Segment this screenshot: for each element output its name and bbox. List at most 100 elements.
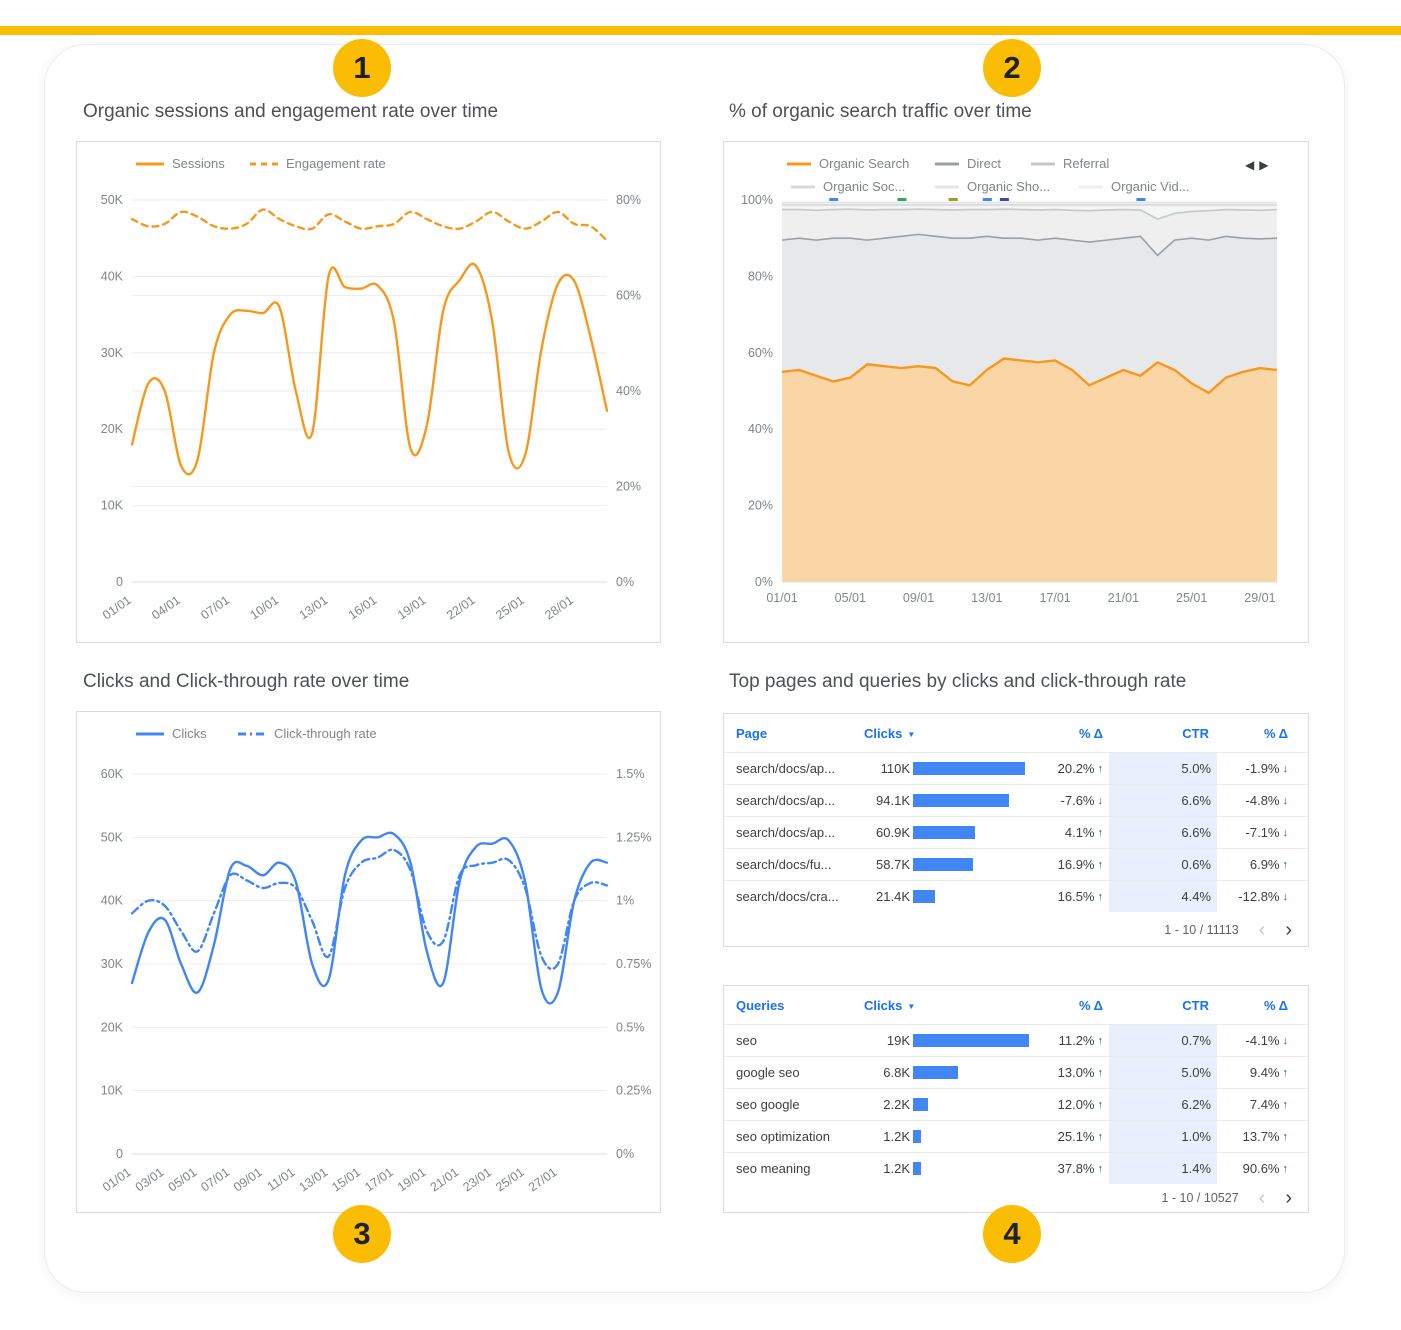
pagination-prev-icon[interactable]: ‹ xyxy=(1258,1187,1266,1209)
step-badge-4: 4 xyxy=(983,1205,1041,1263)
column-header-clicks-delta[interactable]: % Δ xyxy=(1078,725,1103,741)
svg-text:60K: 60K xyxy=(101,767,124,781)
legend-clicks[interactable]: Clicks xyxy=(135,726,207,741)
line-swatch-icon xyxy=(791,185,815,188)
arrow-down-icon: ↓ xyxy=(1282,890,1289,903)
legend-pagination[interactable]: ◀ ▶ xyxy=(1240,158,1268,172)
clicks-bar xyxy=(913,1098,928,1111)
table-row[interactable]: search/docs/fu... 58.7K 16.9% ↑ 0.6% 6.9% ↑ xyxy=(724,848,1308,880)
row-ctr-delta: -7.1% ↓ xyxy=(1245,825,1288,840)
legend-next-icon[interactable]: ▶ xyxy=(1259,158,1269,172)
svg-text:20K: 20K xyxy=(101,1020,124,1034)
row-ctr-delta: -12.8% ↓ xyxy=(1238,889,1289,904)
legend-organic-video[interactable]: Organic Vid... xyxy=(1078,179,1190,194)
pagination-next-icon[interactable]: › xyxy=(1285,918,1292,941)
legend-click-through-rate[interactable]: Click-through rate xyxy=(237,726,377,741)
line-swatch-icon xyxy=(935,185,959,188)
table-row[interactable]: search/docs/cra... 21.4K 16.5% ↑ 4.4% -12.8% ↓ xyxy=(724,880,1308,912)
svg-text:0: 0 xyxy=(116,1147,123,1161)
row-clicks-delta: 16.5% ↑ xyxy=(1057,889,1104,904)
svg-text:25/01: 25/01 xyxy=(1176,591,1207,605)
arrow-up-icon: ↑ xyxy=(1097,1098,1104,1111)
row-ctr: 5.0% xyxy=(1109,753,1217,784)
clicks-chart-card: 0 10K 20K 30K 40K 50K 60K 0% 0.25% 0.5% 0.75% 1% 1.2… xyxy=(76,711,661,1213)
pagination-prev-icon[interactable]: ‹ xyxy=(1258,918,1266,941)
svg-text:01/01: 01/01 xyxy=(100,1165,134,1194)
row-name: seo xyxy=(736,1033,757,1048)
row-clicks: 19K xyxy=(864,1025,1029,1056)
legend-sessions[interactable]: Sessions xyxy=(135,156,225,171)
column-header-ctr[interactable]: CTR xyxy=(1182,725,1209,741)
svg-text:17/01: 17/01 xyxy=(362,1165,396,1194)
row-clicks: 58.7K xyxy=(864,849,1029,880)
row-clicks-delta: 12.0% ↑ xyxy=(1057,1097,1104,1112)
column-header-queries[interactable]: Queries xyxy=(736,997,785,1013)
table-row[interactable]: search/docs/ap... 94.1K -7.6% ↓ 6.6% -4.8% ↓ xyxy=(724,784,1308,816)
top-pages-table: Page Clicks ▼ % Δ CTR % Δ search/docs/ap.… xyxy=(723,713,1309,947)
svg-text:13/01: 13/01 xyxy=(297,593,331,622)
legend-organic-social[interactable]: Organic Soc... xyxy=(790,179,905,194)
svg-text:23/01: 23/01 xyxy=(460,1165,494,1194)
legend-organic-shopping[interactable]: Organic Sho... xyxy=(934,179,1050,194)
legend-organic-search[interactable]: Organic Search xyxy=(786,156,909,171)
legend-engagement-rate[interactable]: Engagement rate xyxy=(249,156,386,171)
column-header-clicks[interactable]: Clicks ▼ xyxy=(864,725,916,741)
tables-title: Top pages and queries by clicks and clic… xyxy=(729,671,1187,692)
table-row[interactable]: seo google 2.2K 12.0% ↑ 6.2% 7.4% ↑ xyxy=(724,1088,1308,1120)
row-clicks: 1.2K xyxy=(864,1121,1029,1152)
sessions-engagement-line-chart[interactable]: 0 10K 20K 30K 40K 50K 0% 20% 40% 60% 80% 01/01 04/01… xyxy=(77,142,660,642)
organic-traffic-stacked-area-chart[interactable]: 0% 20% 40% 60% 80% 100% 01/01 05/01 09/01 13/01 17… xyxy=(724,142,1308,642)
table-row[interactable]: search/docs/ap... 110K 20.2% ↑ 5.0% -1.9% ↓ xyxy=(724,752,1308,784)
column-header-ctr[interactable]: CTR xyxy=(1182,997,1209,1013)
table-header-row: Page Clicks ▼ % Δ CTR % Δ xyxy=(724,714,1308,752)
pagination-next-icon[interactable]: › xyxy=(1285,1187,1292,1209)
column-header-ctr-delta[interactable]: % Δ xyxy=(1263,725,1288,741)
table-pagination: 1 - 10 / 11113 ‹ › xyxy=(724,913,1308,946)
svg-text:01/01: 01/01 xyxy=(100,593,134,622)
clicks-bar xyxy=(913,1162,921,1175)
svg-text:50K: 50K xyxy=(101,830,124,844)
svg-text:13/01: 13/01 xyxy=(971,591,1002,605)
legend-direct[interactable]: Direct xyxy=(934,156,1001,171)
svg-text:20%: 20% xyxy=(748,499,773,513)
arrow-up-icon: ↑ xyxy=(1097,1066,1104,1079)
svg-text:20%: 20% xyxy=(616,480,641,494)
svg-text:40%: 40% xyxy=(748,422,773,436)
table-row[interactable]: google seo 6.8K 13.0% ↑ 5.0% 9.4% ↑ xyxy=(724,1056,1308,1088)
row-clicks: 21.4K xyxy=(864,881,1029,912)
table-row[interactable]: seo 19K 11.2% ↑ 0.7% -4.1% ↓ xyxy=(724,1024,1308,1056)
svg-text:1.25%: 1.25% xyxy=(616,830,651,844)
arrow-up-icon: ↑ xyxy=(1282,1098,1289,1111)
svg-text:21/01: 21/01 xyxy=(1108,591,1139,605)
row-ctr-delta: 7.4% ↑ xyxy=(1249,1097,1289,1112)
legend-referral[interactable]: Referral xyxy=(1030,156,1109,171)
arrow-up-icon: ↑ xyxy=(1097,826,1104,839)
svg-text:05/01: 05/01 xyxy=(835,591,866,605)
column-header-clicks-delta[interactable]: % Δ xyxy=(1078,997,1103,1013)
line-swatch-icon xyxy=(1031,162,1055,165)
column-header-page[interactable]: Page xyxy=(736,725,768,741)
column-header-clicks[interactable]: Clicks ▼ xyxy=(864,997,916,1013)
row-clicks-delta: 11.2% ↑ xyxy=(1058,1033,1103,1048)
sessions-chart-card: 0 10K 20K 30K 40K 50K 0% 20% 40% 60% 80% 01/01 04/01… xyxy=(76,141,661,643)
arrow-down-icon: ↓ xyxy=(1097,794,1104,807)
line-swatch-icon xyxy=(1079,185,1103,188)
table-row[interactable]: seo meaning 1.2K 37.8% ↑ 1.4% 90.6% ↑ xyxy=(724,1152,1308,1184)
clicks-ctr-line-chart[interactable]: 0 10K 20K 30K 40K 50K 60K 0% 0.25% 0.5% 0.75% 1% 1.2… xyxy=(77,712,660,1212)
step-badge-3: 3 xyxy=(333,1205,391,1263)
svg-text:30K: 30K xyxy=(101,957,124,971)
svg-text:0%: 0% xyxy=(755,575,773,589)
table-row[interactable]: search/docs/ap... 60.9K 4.1% ↑ 6.6% -7.1% ↓ xyxy=(724,816,1308,848)
arrow-up-icon: ↑ xyxy=(1097,890,1104,903)
clicks-bar xyxy=(913,1034,1029,1047)
svg-text:25/01: 25/01 xyxy=(493,1165,527,1194)
row-name: google seo xyxy=(736,1065,800,1080)
table-row[interactable]: seo optimization 1.2K 25.1% ↑ 1.0% 13.7% ↑ xyxy=(724,1120,1308,1152)
row-name: search/docs/ap... xyxy=(736,825,835,840)
arrow-up-icon: ↑ xyxy=(1282,1066,1289,1079)
row-ctr: 0.6% xyxy=(1109,849,1217,880)
arrow-up-icon: ↑ xyxy=(1097,858,1104,871)
column-header-ctr-delta[interactable]: % Δ xyxy=(1263,997,1288,1013)
clicks-bar xyxy=(913,762,1025,775)
legend-prev-icon[interactable]: ◀ xyxy=(1245,158,1255,172)
